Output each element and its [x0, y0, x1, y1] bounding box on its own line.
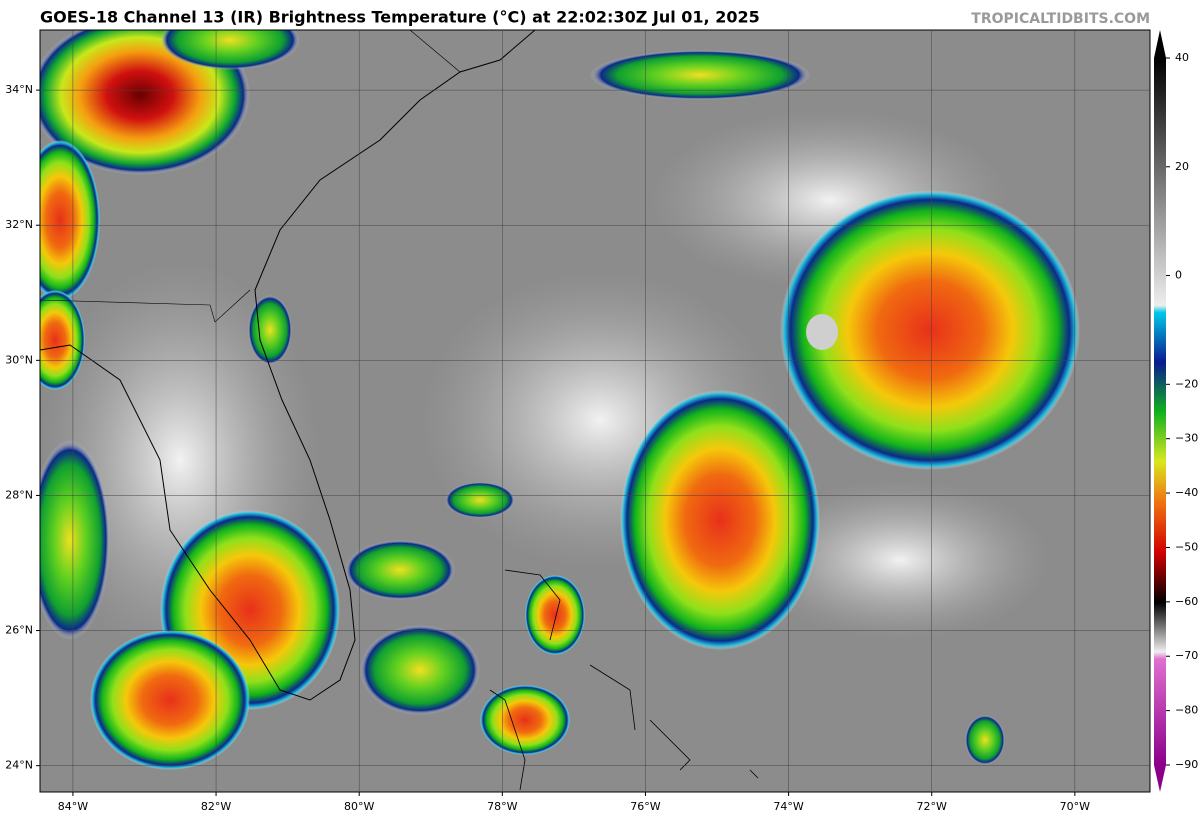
satellite-imagery	[40, 30, 1150, 792]
y-tick-label: 30°N	[5, 353, 33, 366]
colorbar-extend-bottom	[1154, 765, 1166, 792]
watermark: TROPICALTIDBITS.COM	[971, 11, 1150, 27]
colorbar	[1154, 58, 1166, 765]
x-tick-label: 78°W	[487, 800, 517, 813]
y-tick-label: 24°N	[5, 759, 33, 772]
colorbar-tick-label: 20	[1175, 160, 1189, 173]
x-tick-label: 76°W	[630, 800, 660, 813]
colorbar-tick-label: −20	[1175, 377, 1198, 390]
map-title: GOES-18 Channel 13 (IR) Brightness Tempe…	[40, 8, 760, 27]
y-tick-label: 34°N	[5, 83, 33, 96]
colorbar-tick-label: 0	[1175, 269, 1182, 282]
x-tick-label: 72°W	[917, 800, 947, 813]
x-tick-label: 80°W	[344, 800, 374, 813]
colorbar-tick-label: −70	[1175, 649, 1198, 662]
x-tick-label: 74°W	[773, 800, 803, 813]
colorbar-tick-label: −40	[1175, 486, 1198, 499]
map-frame	[39, 29, 1151, 793]
x-tick-label: 82°W	[201, 800, 231, 813]
y-tick-label: 28°N	[5, 488, 33, 501]
colorbar-tick-label: 40	[1175, 51, 1189, 64]
colorbar-tick-label: −50	[1175, 540, 1198, 553]
colorbar-tick-label: −80	[1175, 704, 1198, 717]
y-tick-label: 32°N	[5, 218, 33, 231]
colorbar-extend-top	[1154, 30, 1166, 58]
x-tick-label: 70°W	[1060, 800, 1090, 813]
x-tick-label: 84°W	[58, 800, 88, 813]
colorbar-tick-label: −60	[1175, 595, 1198, 608]
colorbar-tick-label: −30	[1175, 432, 1198, 445]
y-tick-label: 26°N	[5, 624, 33, 637]
colorbar-tick-label: −90	[1175, 758, 1198, 771]
